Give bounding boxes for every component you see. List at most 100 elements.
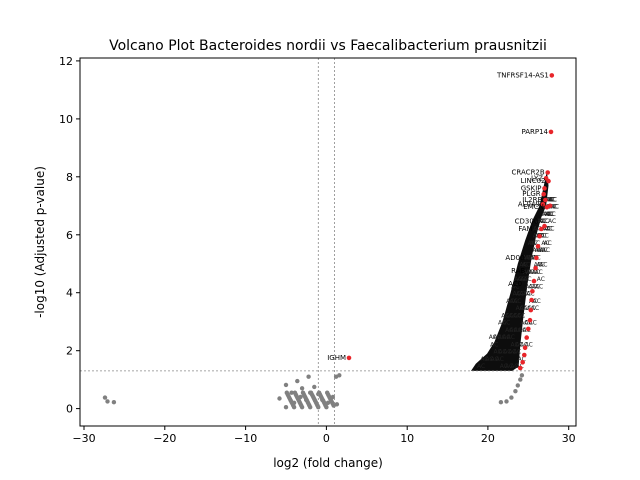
- cluster-texture-mark: AC: [529, 320, 537, 327]
- point-label: CRACR2B: [512, 169, 545, 177]
- point-significant: [540, 202, 546, 207]
- cluster-texture-mark: AC: [513, 312, 521, 319]
- cluster-texture-mark: AC: [525, 341, 533, 348]
- point-not-significant: [299, 403, 304, 408]
- cluster-texture-mark: AC: [542, 211, 550, 218]
- cluster-texture-mark: AC: [525, 283, 533, 290]
- x-tick-label: 10: [400, 432, 414, 445]
- cluster-texture-mark: AC: [525, 254, 533, 261]
- cluster-texture-mark: AC: [537, 247, 545, 254]
- point-significant: [541, 191, 546, 197]
- y-tick-label: 4: [66, 287, 73, 300]
- point-not-significant: [321, 400, 327, 405]
- point-not-significant: [289, 390, 294, 395]
- cluster-texture-mark: AC: [505, 312, 513, 319]
- cluster-texture-mark: AC: [514, 327, 522, 334]
- cluster-texture-mark: AC: [533, 225, 541, 232]
- point-significant: [524, 335, 529, 340]
- cluster-texture-mark: AC: [517, 276, 525, 283]
- cluster-texture-mark: AC: [535, 283, 543, 290]
- cluster-texture-mark: AC: [532, 240, 540, 247]
- cluster-texture-mark: AC: [523, 269, 531, 276]
- cluster-texture-mark: AC: [506, 298, 514, 305]
- cluster-texture-mark: AC: [520, 341, 528, 348]
- point-label: AC0: [508, 280, 522, 288]
- cluster-texture-mark: AC: [503, 349, 511, 356]
- x-tick-label: −20: [153, 432, 176, 445]
- point-label: IGHM: [327, 354, 346, 362]
- point-significant: [535, 244, 541, 249]
- y-tick-label: 2: [66, 345, 73, 358]
- cluster-texture-mark: AC: [477, 363, 485, 370]
- point-not-significant: [519, 373, 525, 378]
- cluster-texture-mark: AC: [518, 356, 526, 363]
- cluster-texture-mark: AC: [533, 247, 541, 254]
- cluster-texture-mark: AC: [548, 211, 556, 218]
- point-significant: [544, 204, 550, 210]
- point-not-significant: [105, 399, 110, 404]
- point-not-significant: [290, 401, 295, 407]
- cluster-texture-mark: AC: [489, 334, 497, 341]
- point-significant: [534, 255, 539, 261]
- cluster-texture-mark: AC: [541, 233, 549, 240]
- y-tick-label: 6: [66, 229, 73, 242]
- cluster-texture-mark: AC: [539, 262, 547, 269]
- cluster-texture-mark: AC: [543, 225, 551, 232]
- point-not-significant: [311, 395, 316, 400]
- cluster-texture-mark: AC: [528, 254, 536, 261]
- cluster-texture-mark: AC: [520, 305, 528, 312]
- dense-cluster-area: [471, 171, 549, 371]
- cluster-texture-mark: AC: [523, 291, 531, 298]
- point-significant: [542, 186, 547, 191]
- point-significant: [542, 223, 547, 229]
- cluster-texture-mark: AC: [548, 204, 556, 211]
- point-significant: [549, 73, 555, 78]
- point-not-significant: [305, 400, 310, 405]
- cluster-texture-mark: AC: [523, 276, 531, 283]
- point-labels-layer: TNFRSF14-AS1 PARP14 CRACR2BLYZLINC02GSKIPP…: [327, 71, 549, 362]
- point-significant: [539, 226, 544, 232]
- cluster-texture-mark: AC: [532, 283, 540, 290]
- x-tick-label: 20: [481, 432, 495, 445]
- cluster-texture-mark: AC: [548, 196, 556, 203]
- cluster-texture-mark: AC: [551, 204, 559, 211]
- cluster-texture-mark: AC: [545, 211, 553, 218]
- point-significant: [522, 345, 528, 351]
- point-not-significant: [300, 390, 306, 395]
- x-tick-label: −30: [72, 432, 95, 445]
- point-not-significant: [513, 389, 518, 394]
- cluster-texture-mark: AC: [524, 320, 532, 327]
- cluster-texture-mark: AC: [534, 262, 542, 269]
- cluster-texture-mark: AC: [513, 298, 521, 305]
- cluster-texture-mark: AC: [533, 298, 541, 305]
- cluster-texture-mark: AC: [542, 247, 550, 254]
- cluster-texture-mark: AC: [546, 225, 554, 232]
- point-not-significant: [283, 405, 289, 410]
- y-axis-label: -log10 (Adjusted p-value): [33, 166, 47, 318]
- cluster-texture-mark: AC: [513, 349, 521, 356]
- cluster-texture-mark: AC: [505, 327, 513, 334]
- cluster-texture-mark: AC: [535, 269, 543, 276]
- point-label: CD300: [515, 218, 539, 226]
- cluster-texture-mark: AC: [535, 247, 543, 254]
- point-not-significant: [303, 395, 308, 400]
- point-not-significant: [306, 374, 311, 379]
- cluster-texture-mark: AC: [537, 262, 545, 269]
- point-significant: [528, 307, 534, 313]
- cluster-texture-mark: AC: [508, 349, 516, 356]
- point-not-significant: [277, 396, 282, 401]
- cluster-texture-mark: AC: [500, 363, 508, 370]
- threshold-lines: [80, 58, 576, 426]
- plot-frame: [79, 57, 577, 427]
- cluster-texture-mark: AC: [526, 291, 534, 298]
- point-not-significant: [509, 395, 514, 400]
- cluster-texture-mark: AC: [501, 312, 509, 319]
- cluster-texture-mark: AC: [541, 218, 549, 225]
- point-not-significant: [317, 392, 323, 397]
- point-label: RAB: [511, 267, 525, 275]
- x-axis: −30 −20 −10 0 10 20 30: [72, 426, 576, 445]
- cluster-texture-mark: AC: [546, 211, 554, 218]
- point-label: EMCN: [523, 203, 544, 211]
- x-tick-label: 30: [562, 432, 576, 445]
- x-tick-label: 0: [323, 432, 330, 445]
